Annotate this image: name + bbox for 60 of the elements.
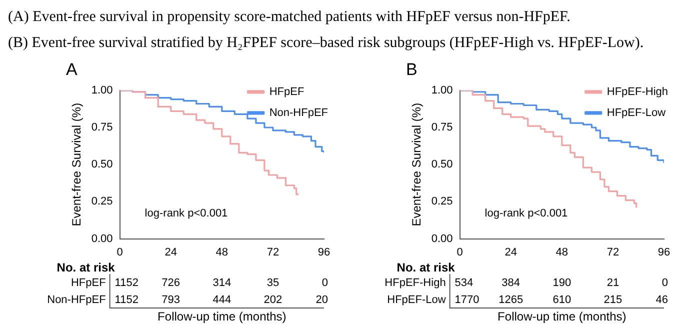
- text: HFpEF-High: [384, 277, 446, 290]
- text: 1152: [114, 294, 138, 306]
- chart-title: A: [66, 60, 78, 79]
- text: 215: [604, 294, 622, 306]
- text: 610: [552, 294, 572, 306]
- y-tick-label: 1.00: [91, 84, 113, 96]
- text: HFpEF: [70, 277, 106, 290]
- x-tick-label: 72: [266, 246, 280, 258]
- text: 384: [502, 277, 520, 290]
- chart-title: B: [406, 60, 418, 79]
- chart-subtitle: (A) Event-free survival in propensity score-matched patients with HFpEF versus non-HFpEF.: [8, 8, 572, 27]
- text: 190: [552, 277, 572, 290]
- x-tick-label: 48: [556, 246, 568, 258]
- text: 0: [322, 277, 328, 290]
- y-tick-label: 0.25: [431, 196, 453, 208]
- y-tick-label: 0.75: [431, 122, 453, 134]
- text: 444: [212, 294, 232, 306]
- x-tick-label: 72: [606, 246, 620, 258]
- text: 0: [662, 277, 668, 290]
- x-tick-label: 96: [318, 246, 330, 258]
- text: (B) Event-free survival stratified by H₂FPEF score–based risk subgroups (HFpEF-High vs. HFpEF-Low).: [8, 34, 645, 53]
- text: No. at risk: [56, 260, 116, 274]
- x-tick-label: 96: [658, 246, 670, 258]
- x-tick-label: 0: [456, 246, 463, 258]
- text: 21: [606, 277, 620, 290]
- text: HFpEF-Low: [387, 294, 446, 306]
- x-tick-label: 0: [116, 246, 123, 258]
- legend-label: HFpEF: [269, 86, 304, 98]
- legend-label: HFpEF-High: [606, 86, 668, 98]
- y-tick-label: 0.50: [431, 158, 453, 171]
- x-tick-label: 48: [216, 246, 228, 258]
- annotation: log-rank p<0.001: [144, 208, 228, 220]
- x-tick-label: 24: [504, 246, 517, 258]
- y-axis-title: Event-free Survival (%): [70, 102, 84, 226]
- y-tick-label: 0.50: [91, 158, 113, 171]
- legend-label: HFpEF-Low: [606, 106, 666, 119]
- text: Non-HFpEF: [47, 294, 106, 306]
- x-axis-title: Follow-up time (months): [158, 309, 286, 324]
- y-tick-label: 0.00: [91, 232, 113, 245]
- text: 793: [162, 294, 180, 306]
- text: No. at risk: [396, 260, 456, 274]
- text: 1152: [114, 277, 138, 290]
- y-tick-label: 0.25: [91, 196, 113, 208]
- annotation: log-rank p<0.001: [484, 208, 568, 220]
- text: 20: [316, 294, 328, 306]
- text: 202: [264, 294, 282, 306]
- text: 46: [656, 294, 668, 306]
- text: 534: [454, 277, 474, 290]
- y-tick-label: 0.00: [431, 232, 453, 245]
- legend-label: Non-HFpEF: [269, 106, 328, 119]
- y-axis-title: Event-free Survival (%): [410, 102, 424, 226]
- text: 314: [212, 277, 232, 290]
- x-axis-title: Follow-up time (months): [498, 309, 626, 324]
- text: 726: [162, 277, 180, 290]
- text: 35: [266, 277, 280, 290]
- text: 1265: [498, 294, 524, 306]
- x-tick-label: 24: [164, 246, 177, 258]
- text: 1770: [454, 294, 480, 306]
- y-tick-label: 0.75: [91, 122, 113, 134]
- y-tick-label: 1.00: [431, 84, 453, 96]
